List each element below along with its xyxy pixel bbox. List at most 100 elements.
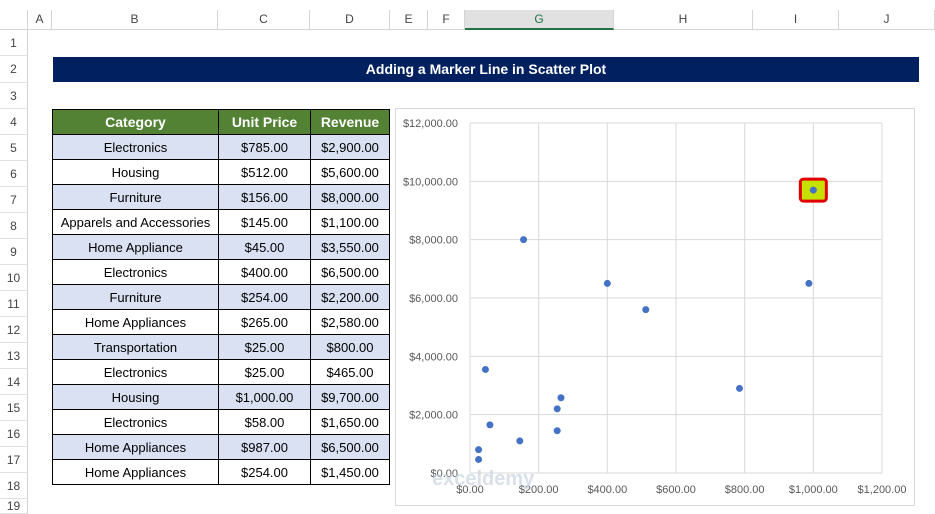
y-tick-label: $6,000.00 (409, 293, 458, 305)
table-cell[interactable]: $2,580.00 (310, 309, 390, 335)
table-cell[interactable]: $58.00 (218, 409, 311, 435)
table-row: Home Appliances $254.00 $1,450.00 (52, 459, 390, 485)
table-cell[interactable]: $1,100.00 (310, 209, 390, 235)
table-cell[interactable]: Home Appliances (52, 309, 219, 335)
table-cell[interactable]: $987.00 (218, 434, 311, 460)
data-point (736, 384, 744, 392)
table-cell[interactable]: $156.00 (218, 184, 311, 210)
row-header-12[interactable]: 12 (0, 317, 28, 343)
column-header-b[interactable]: B (52, 10, 218, 30)
x-tick-label: $200.00 (519, 484, 559, 496)
table-cell[interactable]: $1,450.00 (310, 459, 390, 485)
table-cell[interactable]: Furniture (52, 184, 219, 210)
table-cell[interactable]: $6,500.00 (310, 259, 390, 285)
y-tick-label: $2,000.00 (409, 410, 458, 422)
row-header-14[interactable]: 14 (0, 369, 28, 395)
header-revenue[interactable]: Revenue (310, 109, 390, 135)
table-cell[interactable]: $1,000.00 (218, 384, 311, 410)
y-tick-label: $8,000.00 (409, 235, 458, 247)
table-cell[interactable]: $465.00 (310, 359, 390, 385)
table-row: Home Appliance $45.00 $3,550.00 (52, 234, 390, 260)
data-point (557, 394, 565, 402)
table-cell[interactable]: $512.00 (218, 159, 311, 185)
data-point (809, 186, 817, 194)
y-tick-label: $4,000.00 (409, 351, 458, 363)
header-category[interactable]: Category (52, 109, 219, 135)
row-header-17[interactable]: 17 (0, 447, 28, 473)
table-row: Home Appliances $265.00 $2,580.00 (52, 309, 390, 335)
table-cell[interactable]: $1,650.00 (310, 409, 390, 435)
table-cell[interactable]: $800.00 (310, 334, 390, 360)
row-header-15[interactable]: 15 (0, 395, 28, 421)
row-header-13[interactable]: 13 (0, 343, 28, 369)
data-point (805, 279, 813, 287)
table-row: Housing $512.00 $5,600.00 (52, 159, 390, 185)
table-cell[interactable]: $5,600.00 (310, 159, 390, 185)
table-cell[interactable]: Home Appliances (52, 459, 219, 485)
table-cell[interactable]: Housing (52, 384, 219, 410)
table-cell[interactable]: Transportation (52, 334, 219, 360)
data-point (516, 437, 524, 445)
data-point (520, 236, 528, 244)
table-cell[interactable]: $9,700.00 (310, 384, 390, 410)
table-row: Apparels and Accessories $145.00 $1,100.00 (52, 209, 390, 235)
table-cell[interactable]: Housing (52, 159, 219, 185)
table-row: Housing $1,000.00 $9,700.00 (52, 384, 390, 410)
row-header-16[interactable]: 16 (0, 421, 28, 447)
table-cell[interactable]: Electronics (52, 259, 219, 285)
column-header-a[interactable]: A (28, 10, 52, 30)
table-cell[interactable]: $785.00 (218, 134, 311, 160)
table-cell[interactable]: Furniture (52, 284, 219, 310)
row-header-19[interactable]: 19 (0, 499, 28, 514)
column-header-f[interactable]: F (428, 10, 465, 30)
table-cell[interactable]: $254.00 (218, 284, 311, 310)
row-header-7[interactable]: 7 (0, 187, 28, 213)
row-header-9[interactable]: 9 (0, 239, 28, 265)
data-point (475, 446, 483, 454)
table-cell[interactable]: Electronics (52, 409, 219, 435)
column-header-c[interactable]: C (218, 10, 310, 30)
table-cell[interactable]: $2,900.00 (310, 134, 390, 160)
y-tick-label: $12,000.00 (403, 118, 458, 130)
column-header-e[interactable]: E (390, 10, 428, 30)
row-header-2[interactable]: 2 (0, 56, 28, 83)
table-cell[interactable]: $25.00 (218, 359, 311, 385)
row-header-11[interactable]: 11 (0, 291, 28, 317)
row-header-1[interactable]: 1 (0, 30, 28, 56)
table-cell[interactable]: Home Appliances (52, 434, 219, 460)
table-cell[interactable]: $145.00 (218, 209, 311, 235)
row-header-8[interactable]: 8 (0, 213, 28, 239)
column-header-i[interactable]: I (753, 10, 839, 30)
row-header-5[interactable]: 5 (0, 135, 28, 161)
table-cell[interactable]: $45.00 (218, 234, 311, 260)
sheet-title: Adding a Marker Line in Scatter Plot (53, 57, 919, 82)
table-cell[interactable]: $6,500.00 (310, 434, 390, 460)
table-cell[interactable]: $2,200.00 (310, 284, 390, 310)
table-cell[interactable]: Apparels and Accessories (52, 209, 219, 235)
row-header-4[interactable]: 4 (0, 109, 28, 135)
row-header-3[interactable]: 3 (0, 83, 28, 109)
table-cell[interactable]: $400.00 (218, 259, 311, 285)
column-header-h[interactable]: H (614, 10, 753, 30)
row-header-6[interactable]: 6 (0, 161, 28, 187)
column-header-g[interactable]: G (465, 10, 614, 30)
data-point (481, 365, 489, 373)
table-cell[interactable]: Electronics (52, 359, 219, 385)
table-cell[interactable]: $265.00 (218, 309, 311, 335)
column-header-d[interactable]: D (310, 10, 390, 30)
scatter-chart[interactable]: $0.00 $2,000.00 $4,000.00 $6,000.00 $8,000.0… (395, 108, 915, 506)
table-cell[interactable]: Home Appliance (52, 234, 219, 260)
table-cell[interactable]: $3,550.00 (310, 234, 390, 260)
table-cell[interactable]: $25.00 (218, 334, 311, 360)
table-row: Electronics $785.00 $2,900.00 (52, 134, 390, 160)
select-all-corner[interactable] (0, 10, 28, 30)
table-cell[interactable]: Electronics (52, 134, 219, 160)
column-header-j[interactable]: J (839, 10, 935, 30)
table-cell[interactable]: $8,000.00 (310, 184, 390, 210)
header-unit-price[interactable]: Unit Price (218, 109, 311, 135)
row-header-18[interactable]: 18 (0, 473, 28, 499)
top-strip (0, 0, 935, 10)
table-cell[interactable]: $254.00 (218, 459, 311, 485)
row-header-10[interactable]: 10 (0, 265, 28, 291)
data-table: Category Unit Price Revenue Electronics $78… (52, 109, 390, 485)
